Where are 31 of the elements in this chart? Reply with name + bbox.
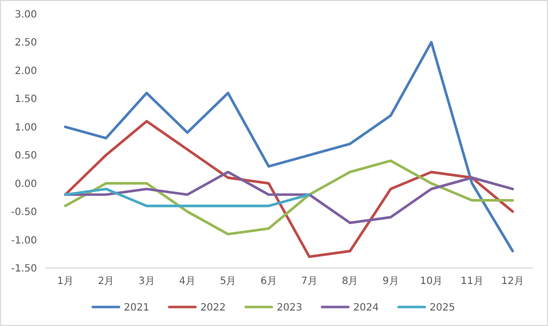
x-tick-label: 6月 — [260, 276, 277, 287]
legend-label: 2025 — [430, 302, 456, 314]
y-tick-label: -0.50 — [11, 207, 37, 218]
x-tick-label: 2月 — [98, 276, 114, 287]
line-series — [64, 159, 514, 236]
line-series — [64, 170, 514, 224]
legend-label: 2022 — [200, 302, 226, 314]
x-tick-label: 5月 — [220, 276, 236, 287]
legend-label: 2024 — [353, 302, 379, 314]
y-tick-label: -1.50 — [11, 264, 37, 274]
y-tick-label: 1.50 — [14, 94, 37, 106]
legend-label: 2023 — [276, 302, 302, 314]
legend-label: 2021 — [124, 302, 150, 314]
x-tick-label: 7月 — [301, 276, 318, 287]
x-tick-label: 9月 — [382, 276, 399, 287]
x-tick-label: 4月 — [179, 276, 196, 287]
y-tick-label: 2.50 — [14, 38, 37, 49]
x-tick-label: 8月 — [342, 276, 358, 287]
y-tick-label: 2.00 — [14, 66, 37, 77]
y-tick-label: 0.50 — [14, 150, 37, 162]
line-series — [64, 120, 514, 258]
y-tick-label: 1.00 — [14, 122, 37, 134]
x-tick-label: 11月 — [460, 276, 484, 287]
x-tick-label: 10月 — [420, 276, 443, 287]
y-tick-label: -1.00 — [11, 235, 37, 246]
x-tick-label: 12月 — [501, 276, 524, 287]
y-tick-label: 3.00 — [14, 10, 37, 20]
line-series — [64, 40, 514, 252]
x-tick-label: 3月 — [138, 276, 155, 287]
y-tick-label: 0.00 — [14, 178, 37, 190]
x-tick-label: 1月 — [57, 276, 74, 287]
